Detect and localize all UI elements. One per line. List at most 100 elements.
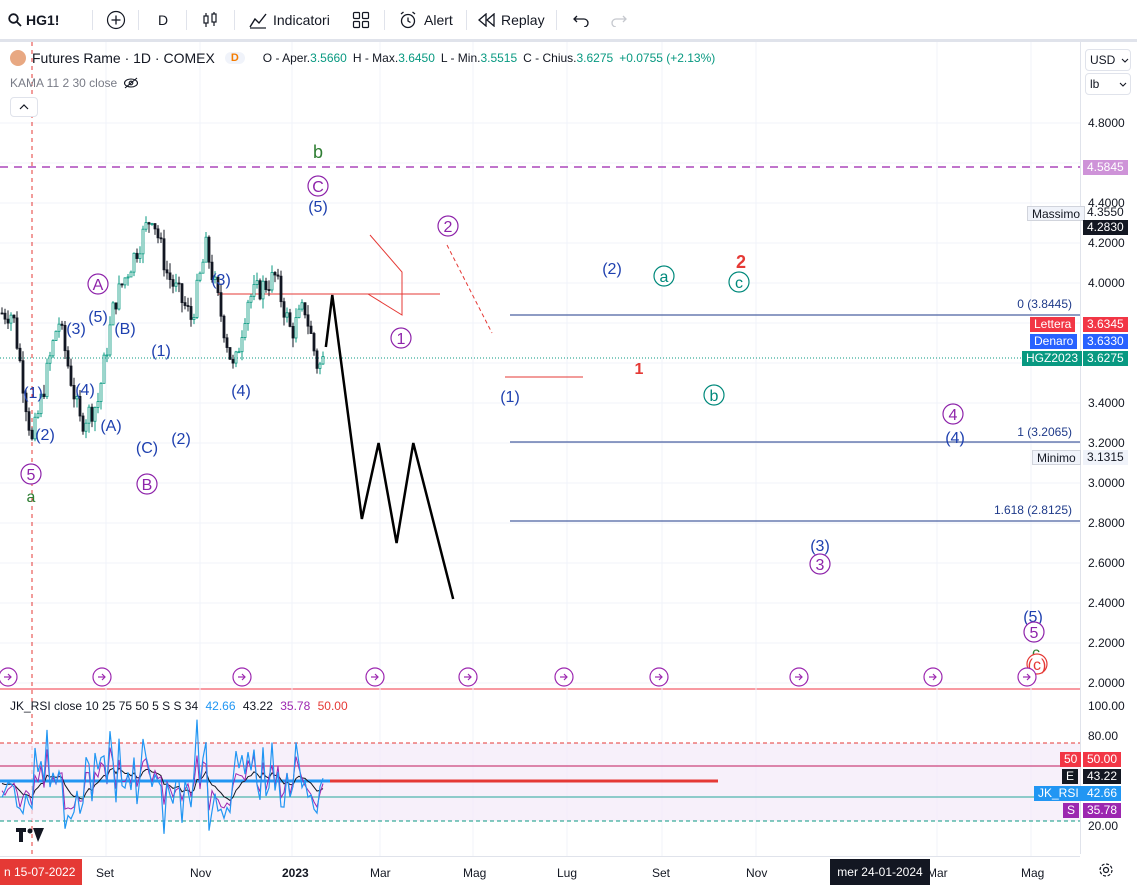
wave-label-pB: (B) (114, 321, 135, 338)
wave-label-a_green: a (27, 489, 36, 506)
unit-select[interactable]: lb (1085, 73, 1131, 95)
wave-label-two_red: 2 (736, 252, 746, 272)
rsi-value-4: 50.00 (317, 699, 348, 713)
price-tick: 4.4000 (1088, 196, 1125, 210)
candle-body (198, 272, 202, 281)
interval-label: D (158, 12, 169, 28)
event-arrow (7, 673, 12, 681)
rsi-50-label-tag: 50 (1060, 752, 1082, 767)
svg-text:(2): (2) (602, 261, 622, 278)
time-label: Mar (370, 866, 391, 880)
svg-text:(4): (4) (945, 430, 965, 447)
event-arrow (101, 673, 106, 681)
svg-text:5: 5 (27, 467, 36, 484)
wave-label-pA: (A) (100, 418, 121, 435)
candle-body (255, 280, 259, 285)
toolbar-divider (186, 10, 187, 30)
alert-button[interactable]: Alert (398, 0, 453, 40)
candle-body (210, 261, 214, 281)
kama-indicator-label[interactable]: KAMA 11 2 30 close (10, 76, 118, 90)
candle-body (36, 413, 40, 418)
svg-text:5: 5 (1030, 625, 1039, 642)
legend-high-value: 3.6450 (398, 51, 435, 65)
redo-button[interactable] (610, 0, 628, 40)
symbol-search[interactable]: HG1! (8, 0, 59, 40)
event-arrow (374, 673, 379, 681)
candle-body (294, 317, 298, 339)
svg-text:b: b (313, 142, 323, 162)
candle-body (15, 317, 19, 349)
start-date-tag: n 15-07-2022 (0, 859, 82, 885)
candle-body (183, 302, 187, 306)
svg-text:(1): (1) (151, 343, 171, 360)
rsi-value-tag: 42.66 (1083, 786, 1122, 801)
plus-circle-icon (106, 10, 126, 30)
interval-button[interactable]: D (158, 0, 168, 40)
candle-body (66, 350, 70, 367)
svg-text:(1): (1) (23, 385, 43, 402)
price-tick: 2.0000 (1088, 676, 1125, 690)
candle-body (150, 223, 154, 225)
svg-text:(B): (B) (114, 321, 135, 338)
candle-body (81, 415, 85, 432)
compare-button[interactable] (106, 0, 126, 40)
candle-body (45, 362, 49, 398)
wave-label-c2: 2 (437, 215, 459, 237)
candle-body (90, 406, 94, 422)
candle-body (288, 312, 292, 327)
time-axis[interactable]: n 15-07-2022 Set Nov 2023 Mar Mag Lug Set Nov Ma… (0, 856, 1080, 890)
candle-body (3, 312, 7, 320)
undo-button[interactable] (572, 0, 590, 40)
eye-hidden-icon[interactable] (123, 77, 139, 89)
chart-pane-border (0, 40, 1137, 890)
search-icon (8, 13, 22, 27)
candle-body (117, 283, 121, 310)
candle-body (252, 284, 256, 297)
candle-body (75, 396, 79, 400)
wave-label-C: C (307, 175, 329, 197)
elliott-wave-labels: bac(c)21ABC(A)(B)(C)(1)(2)(3)(4)(5)(1)(2… (20, 142, 1048, 675)
candle-body (234, 351, 238, 364)
rsi-legend: JK_RSI close 10 25 75 50 5 S S 34 42.66 … (10, 699, 348, 713)
chart-type-button[interactable] (200, 0, 220, 40)
svg-text:(3): (3) (810, 538, 830, 555)
chart-settings-button[interactable] (1098, 862, 1114, 883)
svg-text:(5): (5) (1023, 609, 1043, 626)
level-top-tag: 4.5845 (1083, 160, 1128, 175)
price-scale[interactable] (1080, 42, 1137, 854)
event-markers[interactable] (0, 667, 1037, 687)
collapse-legend-button[interactable] (10, 97, 38, 117)
svg-text:(3): (3) (66, 321, 86, 338)
candle-body (312, 333, 316, 352)
svg-text:a: a (660, 269, 669, 286)
candle-body (243, 323, 247, 338)
toolbar-divider (138, 10, 139, 30)
rsi-name: JK_RSI (10, 699, 51, 713)
candle-body (300, 302, 304, 310)
candle-body (42, 393, 46, 398)
wave-label-p2: (2) (602, 261, 622, 278)
candle-body (135, 252, 139, 259)
market-status-badge[interactable]: D (224, 52, 245, 64)
time-label: Mar (927, 866, 948, 880)
currency-select[interactable]: USD (1085, 49, 1131, 71)
candle-body (228, 347, 232, 360)
chevron-down-icon (1121, 58, 1129, 63)
candle-body (189, 306, 193, 320)
layouts-button[interactable] (352, 0, 370, 40)
svg-text:(2): (2) (35, 427, 55, 444)
wave-label-c4: 4 (942, 403, 964, 425)
wave-label-p3: (3) (66, 321, 86, 338)
candle-body (273, 272, 277, 276)
candle-body (285, 312, 289, 318)
price-chart[interactable]: 0 (3.8445) 1 (3.2065) 1.618 (2.8125) b a c… (0, 42, 1080, 856)
candle-body (231, 358, 235, 364)
wave-label-one_red: 1 (635, 361, 644, 378)
projection-path (324, 294, 455, 600)
price-tick: 2.6000 (1088, 556, 1125, 570)
candle-body (0, 312, 4, 315)
candle-body (12, 314, 16, 319)
indicators-button[interactable]: Indicatori (248, 0, 330, 40)
replay-button[interactable]: Replay (478, 0, 545, 40)
rsi-s-label-tag: S (1063, 803, 1080, 818)
